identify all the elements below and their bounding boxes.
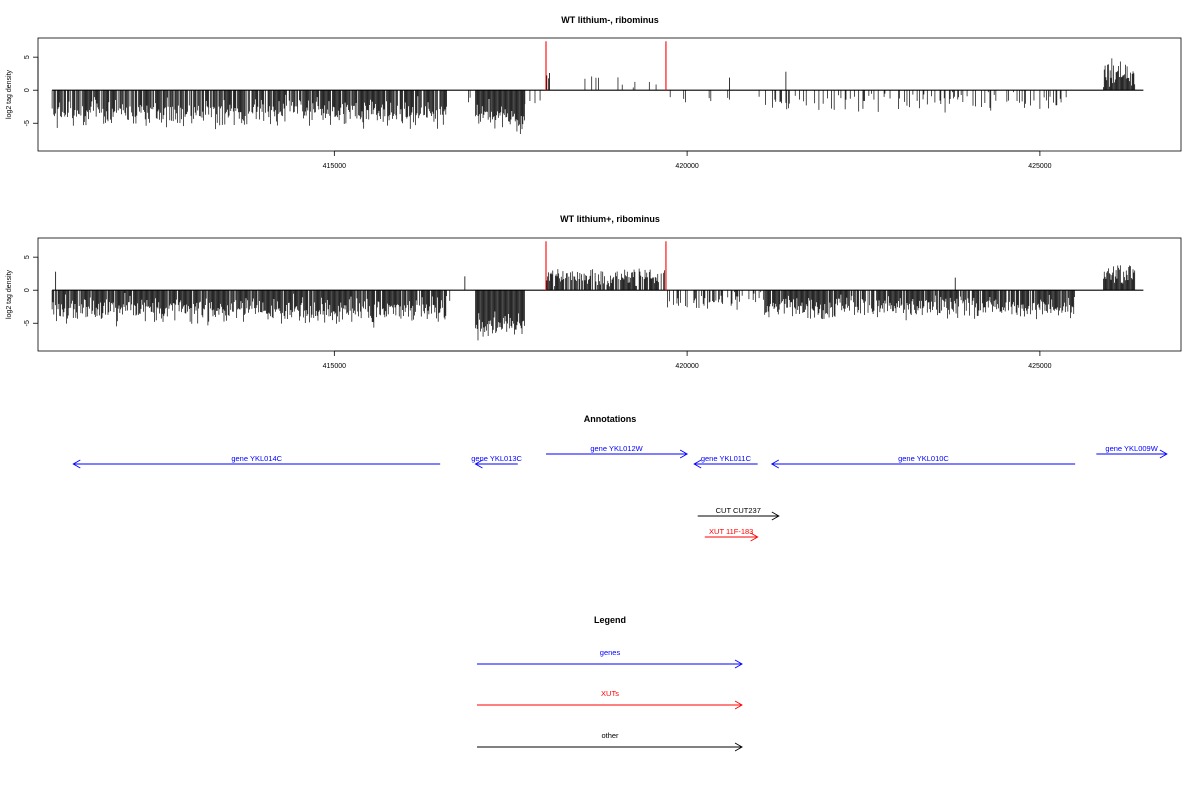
highlight-bars xyxy=(545,241,667,291)
annotation-feature: gene YKL009W xyxy=(1096,444,1168,459)
x-tick-label: 425000 xyxy=(1028,363,1051,370)
y-tick-label: 5 xyxy=(24,55,31,59)
x-tick-label: 420000 xyxy=(675,363,698,370)
arrow-head xyxy=(474,459,483,469)
arrow-head xyxy=(771,511,780,521)
density-bars xyxy=(51,265,1144,341)
feature-label: gene YKL011C xyxy=(701,454,752,463)
highlight-bars xyxy=(545,41,667,91)
legend-entry: genes xyxy=(477,648,743,669)
arrow-head xyxy=(734,659,743,669)
y-tick-label: -5 xyxy=(24,120,31,126)
x-tick-label: 415000 xyxy=(323,163,346,170)
y-tick-label: 0 xyxy=(24,288,31,292)
legend-entry: XUTs xyxy=(477,689,743,710)
y-axis: -5 0 5 xyxy=(24,55,39,126)
x-axis: 415000 420000 425000 xyxy=(323,150,1052,170)
annotation-feature: gene YKL013C xyxy=(471,454,523,469)
y-tick-label: 0 xyxy=(24,88,31,92)
feature-label: gene YKL009W xyxy=(1105,444,1158,453)
annotation-features: gene YKL014C gene YKL013C gene YKL012W gene… xyxy=(72,444,1168,542)
annotation-feature: gene YKL012W xyxy=(546,444,689,459)
arrow-head xyxy=(734,700,743,710)
annotation-feature: gene YKL011C xyxy=(693,454,758,469)
legend-label: other xyxy=(601,731,619,740)
arrow-head xyxy=(734,742,743,752)
arrow-head xyxy=(750,532,759,542)
annotation-feature: gene YKL014C xyxy=(72,454,441,469)
legend-entry: other xyxy=(477,731,743,752)
y-tick-label: -5 xyxy=(24,320,31,326)
y-axis-label: log2 tag density xyxy=(6,269,13,319)
y-tick-label: 5 xyxy=(24,255,31,259)
x-axis: 415000 420000 425000 xyxy=(323,350,1052,370)
legend-label: XUTs xyxy=(601,689,619,698)
y-axis-label: log2 tag density xyxy=(6,69,13,119)
arrow-head xyxy=(72,459,81,469)
track-panel-lithium-plus: WT lithium+, ribominus log2 tag density … xyxy=(6,214,1182,370)
arrow-head xyxy=(1159,449,1168,459)
plot-frame xyxy=(37,37,1182,152)
annotations-panel: Annotations gene YKL014C gene YKL013Cgene… xyxy=(72,414,1168,542)
feature-label: XUT 11F-183 xyxy=(709,527,753,536)
annotation-feature: XUT 11F-183 xyxy=(704,527,759,542)
x-tick-label: 420000 xyxy=(675,163,698,170)
feature-label: gene YKL014C xyxy=(231,454,282,463)
density-bars xyxy=(51,58,1144,135)
feature-label: gene YKL013C xyxy=(471,454,522,463)
arrow-head xyxy=(770,459,780,469)
legend-panel: Legend genes XUTs other xyxy=(477,615,743,752)
feature-label: gene YKL010C xyxy=(898,454,949,463)
arrow-head xyxy=(693,459,702,469)
track-panel-lithium-minus: WT lithium-, ribominus log2 tag density … xyxy=(6,15,1182,170)
annotations-title: Annotations xyxy=(584,414,637,424)
y-axis: -5 0 5 xyxy=(24,255,39,326)
arrow-head xyxy=(679,449,689,459)
legend-label: genes xyxy=(600,648,621,657)
legend-title: Legend xyxy=(594,615,626,625)
x-tick-label: 415000 xyxy=(323,363,346,370)
panel-title: WT lithium-, ribominus xyxy=(561,15,659,25)
annotation-feature: gene YKL010C xyxy=(770,454,1076,469)
legend-entries: genes XUTs other xyxy=(477,648,743,752)
panel-title: WT lithium+, ribominus xyxy=(560,214,660,224)
x-tick-label: 425000 xyxy=(1028,163,1051,170)
feature-label: CUT CUT237 xyxy=(716,506,761,515)
feature-label: gene YKL012W xyxy=(590,444,643,453)
annotation-feature: CUT CUT237 xyxy=(697,506,780,521)
